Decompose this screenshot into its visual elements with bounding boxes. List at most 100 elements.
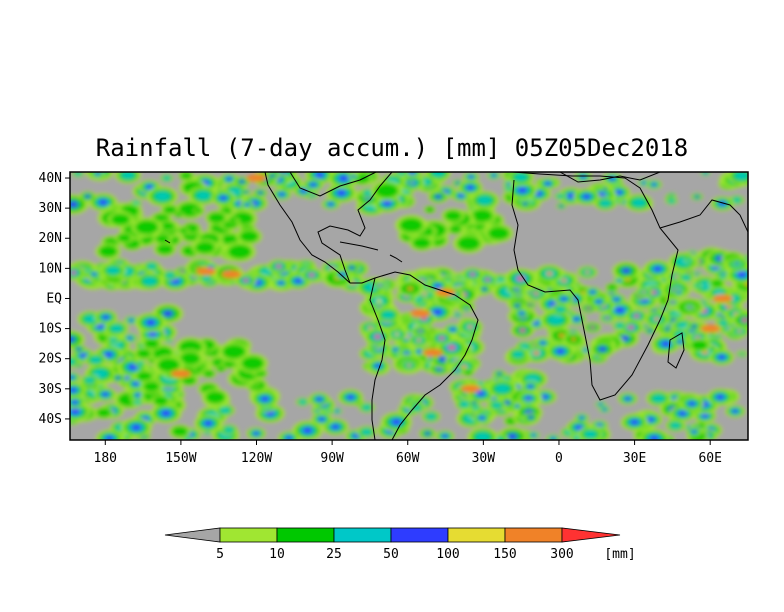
rain-cell — [224, 427, 234, 433]
rain-cell — [147, 263, 156, 270]
colorbar-segment — [219, 527, 278, 543]
rain-cell — [652, 394, 665, 403]
rain-cell — [239, 179, 245, 184]
rain-cell — [135, 393, 142, 398]
rain-cell — [327, 202, 334, 207]
rain-cell — [85, 377, 95, 383]
rain-cell — [71, 399, 79, 405]
rain-cell — [427, 292, 433, 297]
rain-cell — [416, 338, 422, 342]
rain-cell — [522, 202, 528, 206]
rain-cell — [497, 372, 502, 376]
rain-cell — [732, 197, 741, 203]
rain-cell — [222, 344, 246, 360]
rain-cell — [378, 284, 381, 287]
rain-cell — [573, 316, 580, 322]
rain-cell — [677, 339, 683, 344]
rain-cell — [147, 331, 158, 337]
rain-cell — [514, 173, 528, 182]
lon-tick-label: 60W — [396, 451, 420, 466]
rain-cell — [84, 194, 91, 199]
rain-cell — [171, 426, 189, 437]
rain-cell — [506, 187, 512, 191]
rain-cell — [646, 416, 655, 423]
rain-cell — [540, 394, 549, 400]
rain-cell — [142, 276, 157, 286]
rain-cell — [101, 314, 110, 320]
rain-cell — [154, 191, 171, 202]
rain-cell — [399, 217, 424, 233]
rain-cell — [362, 404, 371, 411]
rain-cell — [610, 292, 613, 295]
rain-cell — [695, 195, 700, 199]
rain-cell — [606, 284, 618, 291]
rain-cell — [346, 394, 355, 401]
rain-cell — [228, 216, 237, 223]
rain-cell — [476, 390, 486, 397]
rain-cell — [463, 369, 473, 376]
rain-cell — [686, 258, 692, 262]
rain-cell — [352, 433, 360, 439]
rain-cell — [315, 396, 323, 402]
rain-cell — [103, 351, 114, 358]
rain-cell — [580, 174, 587, 179]
rain-cell — [382, 200, 393, 207]
rain-cell — [694, 284, 700, 288]
rain-cell — [421, 317, 427, 321]
colorbar-segment — [276, 527, 335, 543]
rain-cell — [515, 404, 520, 408]
rain-cell — [701, 413, 709, 419]
rain-cell — [135, 219, 159, 235]
rain-cell — [156, 243, 174, 255]
rain-cell — [130, 424, 142, 431]
rain-cell — [540, 341, 546, 345]
rain-cell — [475, 432, 491, 440]
rain-cell — [444, 210, 462, 222]
rain-cell — [162, 310, 174, 317]
rain-cell — [351, 175, 356, 178]
rain-cell — [687, 401, 697, 407]
lon-tick-label: 0 — [555, 451, 563, 466]
rain-cell — [529, 291, 532, 294]
rain-cell — [742, 318, 748, 322]
lon-tick-label: 180 — [94, 451, 117, 466]
rain-cell — [136, 371, 153, 382]
rain-cell — [688, 306, 691, 308]
rain-cell — [557, 194, 564, 199]
rain-cell — [621, 267, 631, 274]
rain-cell — [613, 297, 620, 302]
rain-cell — [178, 227, 188, 234]
rain-cell — [339, 272, 346, 277]
rain-cell — [412, 237, 432, 249]
rain-cell — [257, 191, 263, 195]
rain-cell — [589, 290, 596, 294]
rain-cell — [629, 419, 640, 426]
rain-cell — [634, 314, 640, 318]
rain-cell — [137, 361, 144, 366]
rain-cell — [260, 395, 270, 402]
rain-cell — [512, 350, 524, 358]
rain-cell — [465, 308, 468, 310]
rain-cell — [671, 301, 675, 304]
rain-cell — [136, 348, 152, 359]
rain-cell — [441, 434, 449, 439]
rain-cell — [163, 205, 177, 215]
rain-cell — [434, 194, 442, 199]
rain-cell — [740, 353, 744, 355]
rain-cell — [203, 370, 215, 378]
rain-cell — [466, 184, 475, 191]
rain-cell — [602, 407, 607, 411]
rain-cell — [585, 270, 590, 274]
rain-cell — [647, 329, 653, 333]
colorbar-segment — [561, 527, 621, 543]
rain-cell — [691, 324, 697, 328]
rain-cell — [145, 184, 154, 190]
rain-cell — [631, 198, 646, 208]
colorbar-segment — [333, 527, 392, 543]
rain-cell — [76, 347, 82, 351]
rain-cell — [736, 271, 748, 278]
rain-cell — [449, 327, 456, 332]
rain-cell — [516, 294, 520, 296]
latitude-axis: 40N 30N 20N 10N EQ 10S 20S 30S 40S — [39, 171, 70, 427]
rain-cell — [276, 264, 282, 268]
